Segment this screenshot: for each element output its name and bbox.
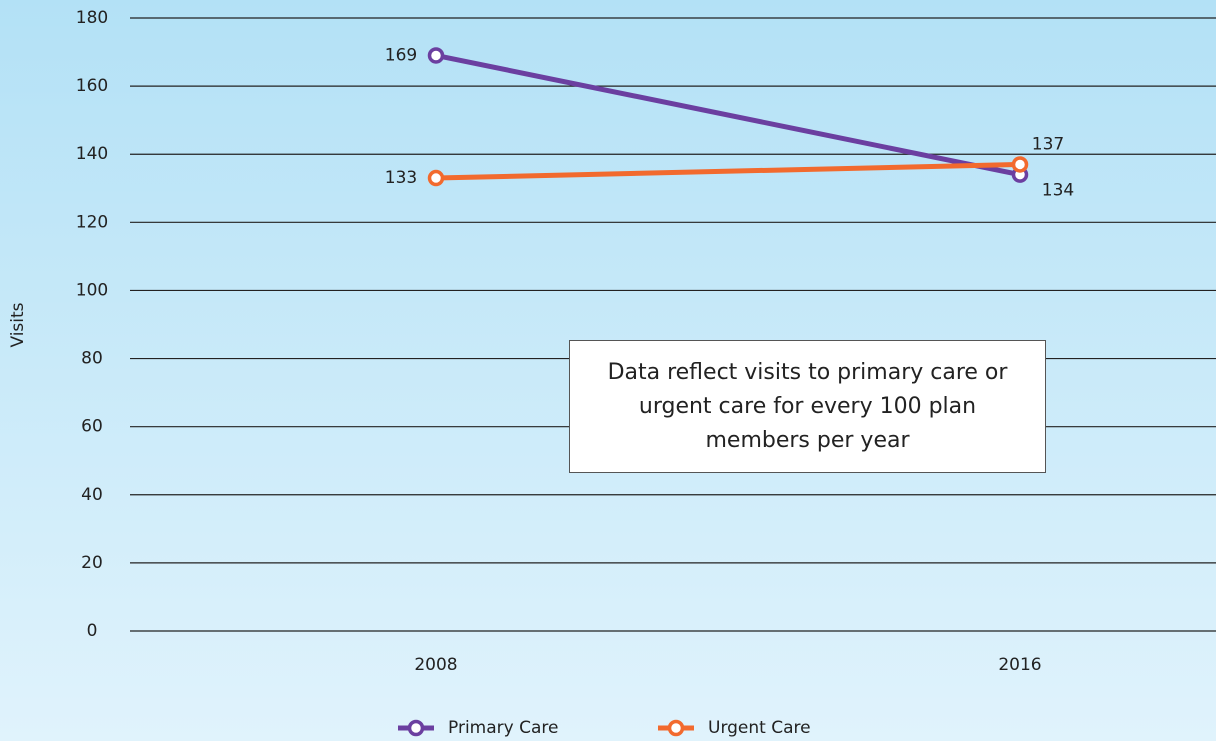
y-tick-label: 140: [76, 144, 108, 164]
y-axis-label: Visits: [8, 302, 28, 347]
x-tick-label: 2008: [414, 655, 457, 675]
point: [427, 169, 445, 187]
legend-marker: [407, 719, 425, 737]
y-tick-label: 0: [87, 621, 98, 641]
point: [427, 47, 445, 64]
data-label: 133: [385, 168, 417, 188]
point: [1011, 156, 1029, 173]
legend-label: Urgent Care: [708, 718, 811, 738]
y-tick-label: 120: [76, 212, 108, 232]
y-tick-label: 20: [81, 553, 103, 573]
data-label: 137: [1032, 134, 1064, 154]
y-tick-label: 60: [81, 417, 103, 437]
y-tick-label: 80: [81, 349, 103, 369]
series-line: [435, 161, 1021, 181]
y-tick-label: 160: [76, 76, 108, 96]
data-label: 169: [385, 45, 417, 65]
y-tick-label: 40: [81, 485, 103, 505]
y-tick-label: 180: [76, 8, 108, 28]
series-line: [435, 53, 1021, 178]
legend-label: Primary Care: [448, 718, 558, 738]
y-tick-label: 100: [76, 280, 108, 300]
legend-marker: [667, 719, 685, 737]
x-tick-label: 2016: [998, 655, 1041, 675]
annotation: Data reflect visits to primary care or u…: [569, 340, 1046, 473]
data-label: 134: [1042, 181, 1074, 201]
